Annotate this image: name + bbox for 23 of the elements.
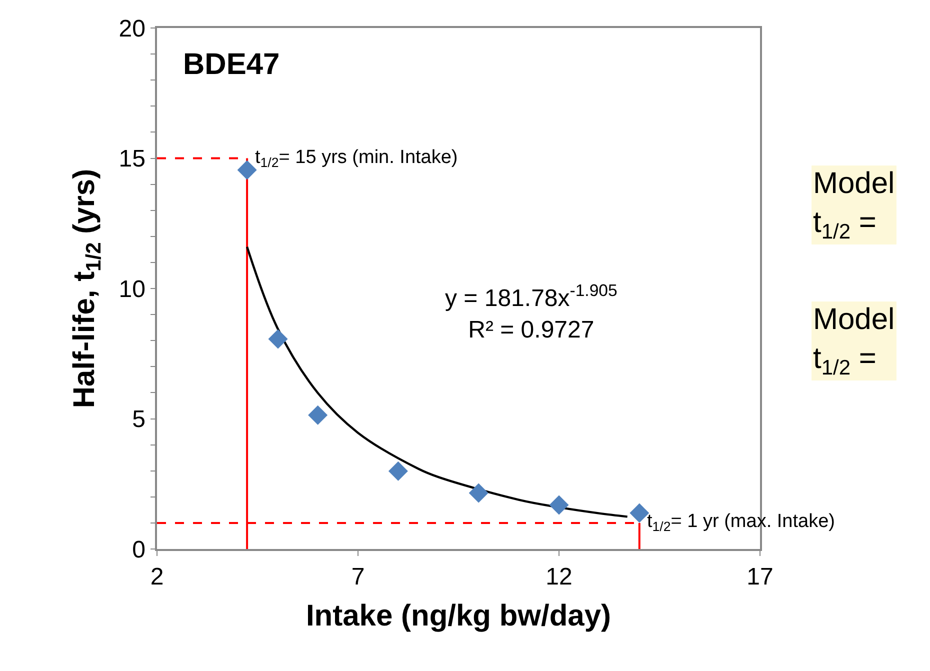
annotation: BDE47 [183, 48, 280, 81]
point [388, 461, 408, 481]
text: Model t$_{1/2}$ = [813, 167, 895, 244]
point [237, 160, 257, 180]
annotation: t$_{1/2}$= 15 yrs (min. Intake) [255, 147, 458, 170]
x-tick-label: 7 [351, 564, 365, 591]
y-tick-label: 0 [132, 536, 146, 564]
x-axis-title: Intake (ng/kg bw/day) [306, 600, 612, 633]
annotation: y = 181.78x$^{-1.905}$ R² = 0.9727 [445, 281, 618, 344]
x-tick-label: 17 [746, 564, 774, 591]
y-tick-label: 5 [132, 406, 146, 434]
point [308, 405, 328, 425]
line-series [246, 246, 628, 518]
y-tick-label: 10 [118, 276, 146, 303]
point [268, 329, 288, 349]
annotation: t$_{1/2}$= 1 yr (max. Intake) [647, 511, 835, 534]
x-tick-label: 2 [150, 564, 164, 591]
point [468, 483, 488, 503]
point [549, 495, 569, 515]
x-tick-label: 12 [546, 564, 572, 591]
text: Model t$_{1/2}$ = [813, 303, 895, 380]
y-tick-label: 20 [118, 15, 146, 42]
y-tick-label: 15 [118, 146, 146, 173]
